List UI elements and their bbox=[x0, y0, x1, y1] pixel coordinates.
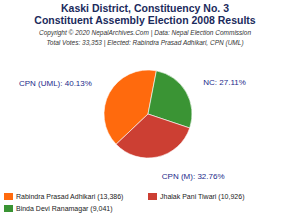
vote-label: 13,386 bbox=[100, 193, 122, 200]
legend-entry: Rabindra Prasad Adhikari (13,386) bbox=[4, 193, 123, 201]
value-label: 27.11% bbox=[219, 78, 246, 87]
candidate-name: Rabindra Prasad Adhikari bbox=[16, 193, 96, 200]
title: Kaski District, Constituency No. 3 bbox=[61, 2, 229, 14]
data-label: CPN (UML): 40.13% bbox=[19, 79, 92, 88]
chart: Kaski District, Constituency No. 3Consti… bbox=[0, 0, 290, 218]
copyright: Copyright © 2020 NepalArchives.Com | Dat… bbox=[39, 29, 251, 37]
paren: ) bbox=[121, 193, 123, 201]
legend-entry: Jhalak Pani Tiwari (10,926) bbox=[148, 193, 244, 201]
value-label: 32.76% bbox=[197, 172, 224, 181]
legend-label: Rabindra Prasad Adhikari (13,386) bbox=[16, 193, 123, 201]
legend-label: Binda Devi Ranamagar (9,041) bbox=[16, 205, 113, 213]
legend-label: Jhalak Pani Tiwari (10,926) bbox=[160, 193, 244, 201]
value-label: 40.13% bbox=[65, 79, 92, 88]
legend-entry: Binda Devi Ranamagar (9,041) bbox=[4, 205, 113, 213]
legend-swatch bbox=[148, 193, 157, 200]
legend-swatch bbox=[4, 205, 13, 212]
candidate-name: Jhalak Pani Tiwari bbox=[160, 193, 217, 200]
data-label: CPN (M): 32.76% bbox=[162, 172, 225, 181]
subtitle: Constituent Assembly Election 2008 Resul… bbox=[34, 14, 256, 26]
candidate-name: Binda Devi Ranamagar bbox=[16, 205, 89, 213]
pie bbox=[104, 70, 192, 158]
category-label: CPN (UML) bbox=[19, 79, 61, 88]
data-label: NC: 27.11% bbox=[203, 78, 246, 87]
slice bbox=[116, 114, 190, 158]
paren: ) bbox=[110, 205, 112, 213]
paren: ) bbox=[242, 193, 244, 201]
summary: Total Votes: 33,353 | Elected: Rabindra … bbox=[46, 39, 243, 47]
vote-label: 10,926 bbox=[221, 193, 243, 200]
category-label: NC bbox=[203, 78, 215, 87]
legend-swatch bbox=[4, 193, 13, 200]
category-label: CPN (M) bbox=[162, 172, 193, 181]
vote-label: 9,041 bbox=[93, 205, 111, 212]
